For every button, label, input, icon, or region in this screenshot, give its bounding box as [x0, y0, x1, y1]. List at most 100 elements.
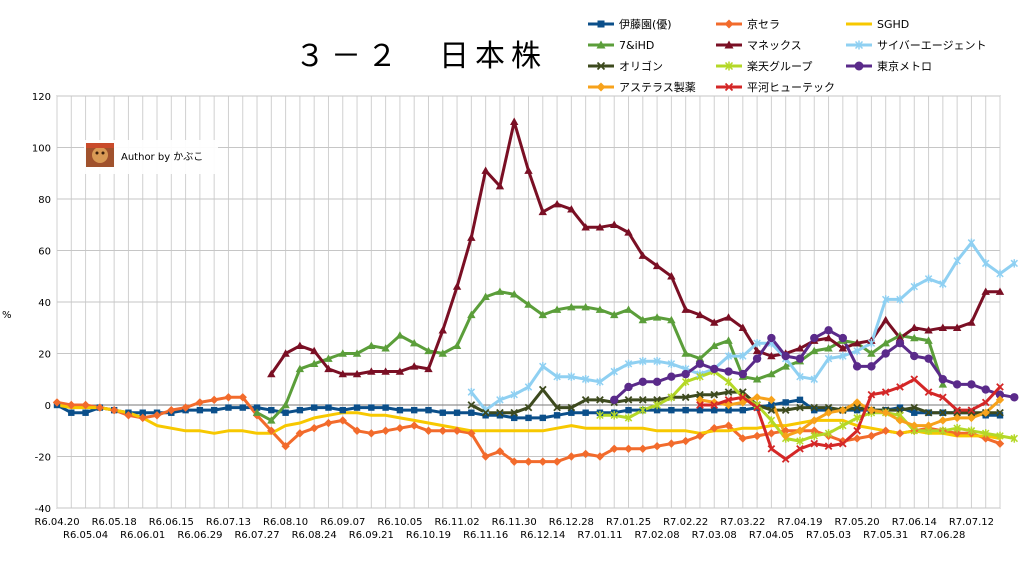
data-point [852, 362, 862, 371]
data-point [796, 444, 804, 453]
data-point [567, 302, 576, 311]
data-point [910, 421, 919, 430]
data-point [981, 408, 990, 417]
data-point [468, 409, 475, 416]
data-point [839, 421, 847, 430]
data-point [881, 349, 890, 358]
data-point [324, 418, 333, 428]
data-point [752, 431, 762, 441]
data-point [724, 61, 734, 71]
x-tick-label: R6.05.18 [92, 517, 137, 528]
data-point [638, 315, 648, 324]
data-point [724, 396, 733, 404]
data-point [738, 369, 748, 379]
data-point [967, 238, 976, 247]
data-point [953, 423, 961, 433]
x-tick-label: R6.06.15 [149, 517, 194, 528]
data-point [710, 318, 719, 326]
data-point [967, 413, 976, 423]
data-point [239, 404, 246, 411]
data-point [181, 403, 190, 412]
data-point [1010, 393, 1019, 402]
data-point [981, 385, 990, 394]
data-point [967, 426, 976, 435]
x-tick-label: R7.06.28 [920, 530, 965, 541]
data-point [581, 449, 590, 459]
legend-item: 7&iHD [588, 39, 654, 52]
data-point [496, 395, 504, 405]
data-point [853, 346, 861, 356]
data-point [496, 408, 504, 417]
data-point [597, 20, 605, 28]
x-tick-label: R6.08.24 [292, 530, 337, 541]
x-tick-label: R6.06.01 [120, 530, 165, 541]
x-tick-label: R7.02.22 [663, 517, 708, 528]
data-point [467, 387, 476, 397]
data-point [624, 413, 633, 423]
data-point [910, 333, 919, 342]
x-tick-label: R6.10.05 [377, 517, 422, 528]
data-point [495, 447, 505, 456]
data-point [854, 40, 864, 50]
data-point [82, 409, 89, 416]
x-tick-label: R7.01.25 [606, 517, 651, 528]
data-point [224, 393, 233, 402]
data-point [195, 398, 205, 407]
data-point [681, 436, 690, 446]
data-point [939, 408, 947, 417]
data-point [824, 333, 833, 342]
data-point [595, 452, 605, 461]
data-point [352, 349, 362, 357]
data-point [895, 339, 905, 348]
chart-title: ３－２ 日本株 [295, 39, 547, 74]
legend-label: アステラス製薬 [619, 80, 696, 94]
x-tick-label: R6.08.10 [263, 517, 308, 528]
data-point [52, 398, 62, 407]
data-point [953, 256, 961, 265]
data-point [867, 390, 876, 399]
legend-label: 楽天グループ [747, 59, 812, 73]
series-line [698, 395, 1002, 438]
data-point [352, 369, 362, 378]
data-point [309, 346, 319, 355]
data-point [781, 455, 790, 463]
data-point [124, 411, 133, 420]
data-point [495, 181, 505, 190]
data-point [353, 404, 361, 411]
data-point [696, 390, 704, 399]
data-point [695, 354, 705, 362]
data-point [538, 385, 547, 394]
data-point [738, 398, 748, 407]
data-point [639, 357, 647, 366]
data-point [268, 406, 275, 414]
x-tick-label: R6.09.21 [349, 530, 394, 541]
data-point [438, 349, 447, 357]
x-tick-label: R7.04.19 [777, 517, 822, 528]
data-point [510, 408, 519, 417]
data-point [867, 431, 876, 441]
data-point [881, 295, 890, 304]
data-point [781, 351, 790, 361]
data-point [667, 393, 676, 402]
data-point [668, 406, 675, 414]
data-point [310, 404, 318, 411]
data-point [524, 166, 533, 174]
data-point [796, 403, 804, 412]
data-point [624, 228, 633, 236]
x-tick-label: R6.11.02 [434, 517, 479, 528]
data-point [610, 411, 618, 420]
data-point [854, 61, 864, 71]
data-point [424, 346, 433, 355]
y-axis: -40 -20 0 20 40 60 80 100 120 [32, 92, 51, 515]
data-point [338, 369, 347, 378]
x-tick-label: R6.07.27 [234, 530, 279, 541]
data-point [967, 318, 976, 326]
data-point [482, 412, 489, 419]
data-point [852, 339, 862, 347]
data-point [710, 423, 719, 433]
data-point [409, 362, 419, 370]
data-point [409, 339, 419, 347]
data-point [881, 315, 890, 324]
data-point [624, 396, 633, 404]
data-point [981, 429, 990, 438]
